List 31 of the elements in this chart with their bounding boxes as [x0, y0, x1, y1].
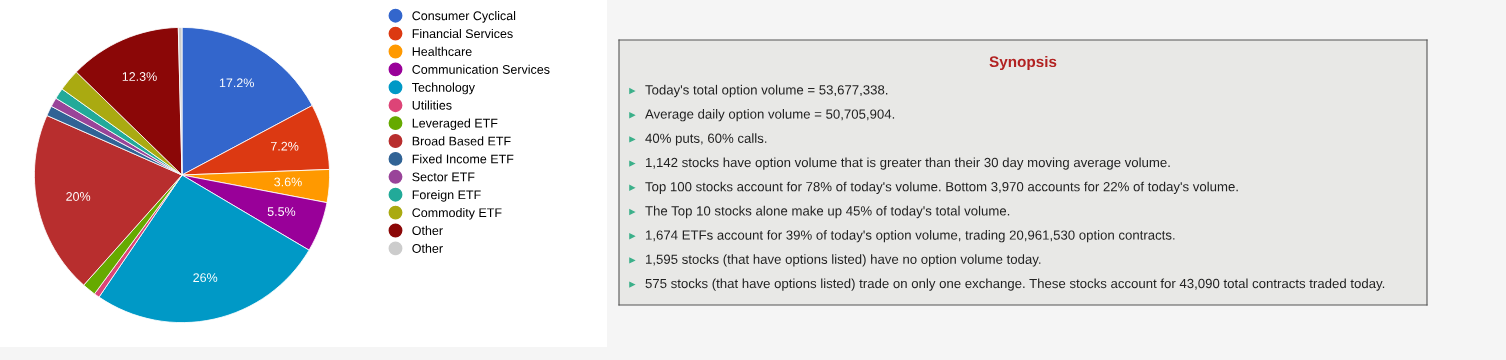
text: Average daily option volume = 50,705,904.: [645, 109, 895, 122]
text: 575 stocks (that have options listed) trade on only one exchange. These stocks account for 43,090 total contracts traded today.: [645, 278, 1385, 291]
data-label: 20%: [66, 192, 91, 201]
legend-label: Leveraged ETF: [412, 118, 498, 131]
text: Synopsis: [989, 55, 1057, 71]
legend-label: Sector ETF: [412, 172, 475, 182]
legend-label: Fixed Income ETF: [412, 154, 514, 164]
text: 1,595 stocks (that have options listed) have no option volume today.: [646, 254, 1041, 267]
legend-label: Utilities: [412, 100, 452, 110]
data-label: 12.3%: [122, 72, 157, 81]
text: 40% puts, 60% calls.: [645, 133, 767, 146]
data-label: 26%: [193, 273, 218, 283]
data-label: 3.6%: [274, 177, 302, 187]
legend-label: Foreign ETF: [412, 190, 481, 202]
text: 1,142 stocks have option volume that is greater than their 30 day moving average volume.: [646, 157, 1170, 170]
legend-label: Technology: [412, 82, 475, 95]
legend-label: Broad Based ETF: [412, 136, 511, 146]
text: Today's total option volume = 53,677,338.: [645, 84, 888, 98]
text: Top 100 stocks account for 78% of today's volume. Bottom 3,970 accounts for 22% of today's volume.: [645, 181, 1238, 194]
legend-label: Healthcare: [412, 46, 472, 56]
data-label: 5.5%: [267, 207, 296, 216]
legend-label: Financial Services: [412, 28, 513, 39]
legend-label: Commodity ETF: [412, 207, 502, 220]
text: The Top 10 stocks alone make up 45% of today's total volume.: [645, 205, 1010, 219]
legend-label: Communication Services: [412, 64, 550, 74]
text: 1,674 ETFs account for 39% of today's option volume, trading 20,961,530 option contracts.: [646, 230, 1175, 243]
legend-label: Consumer Cyclical: [412, 11, 516, 23]
legend-label: Other: [412, 225, 443, 236]
data-label: 7.2%: [271, 141, 299, 151]
data-label: 17.2%: [219, 78, 254, 88]
legend-label: Other: [412, 243, 443, 253]
